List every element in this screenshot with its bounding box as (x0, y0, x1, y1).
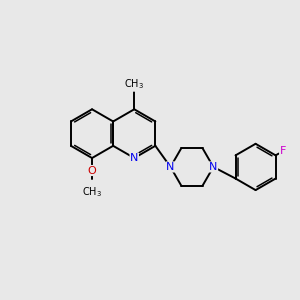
Text: F: F (280, 146, 286, 156)
Text: N: N (166, 162, 175, 172)
Text: CH$_3$: CH$_3$ (124, 77, 144, 91)
Text: CH$_3$: CH$_3$ (82, 185, 102, 199)
Text: N: N (130, 153, 138, 163)
Text: N: N (209, 162, 218, 172)
Text: O: O (88, 166, 96, 176)
